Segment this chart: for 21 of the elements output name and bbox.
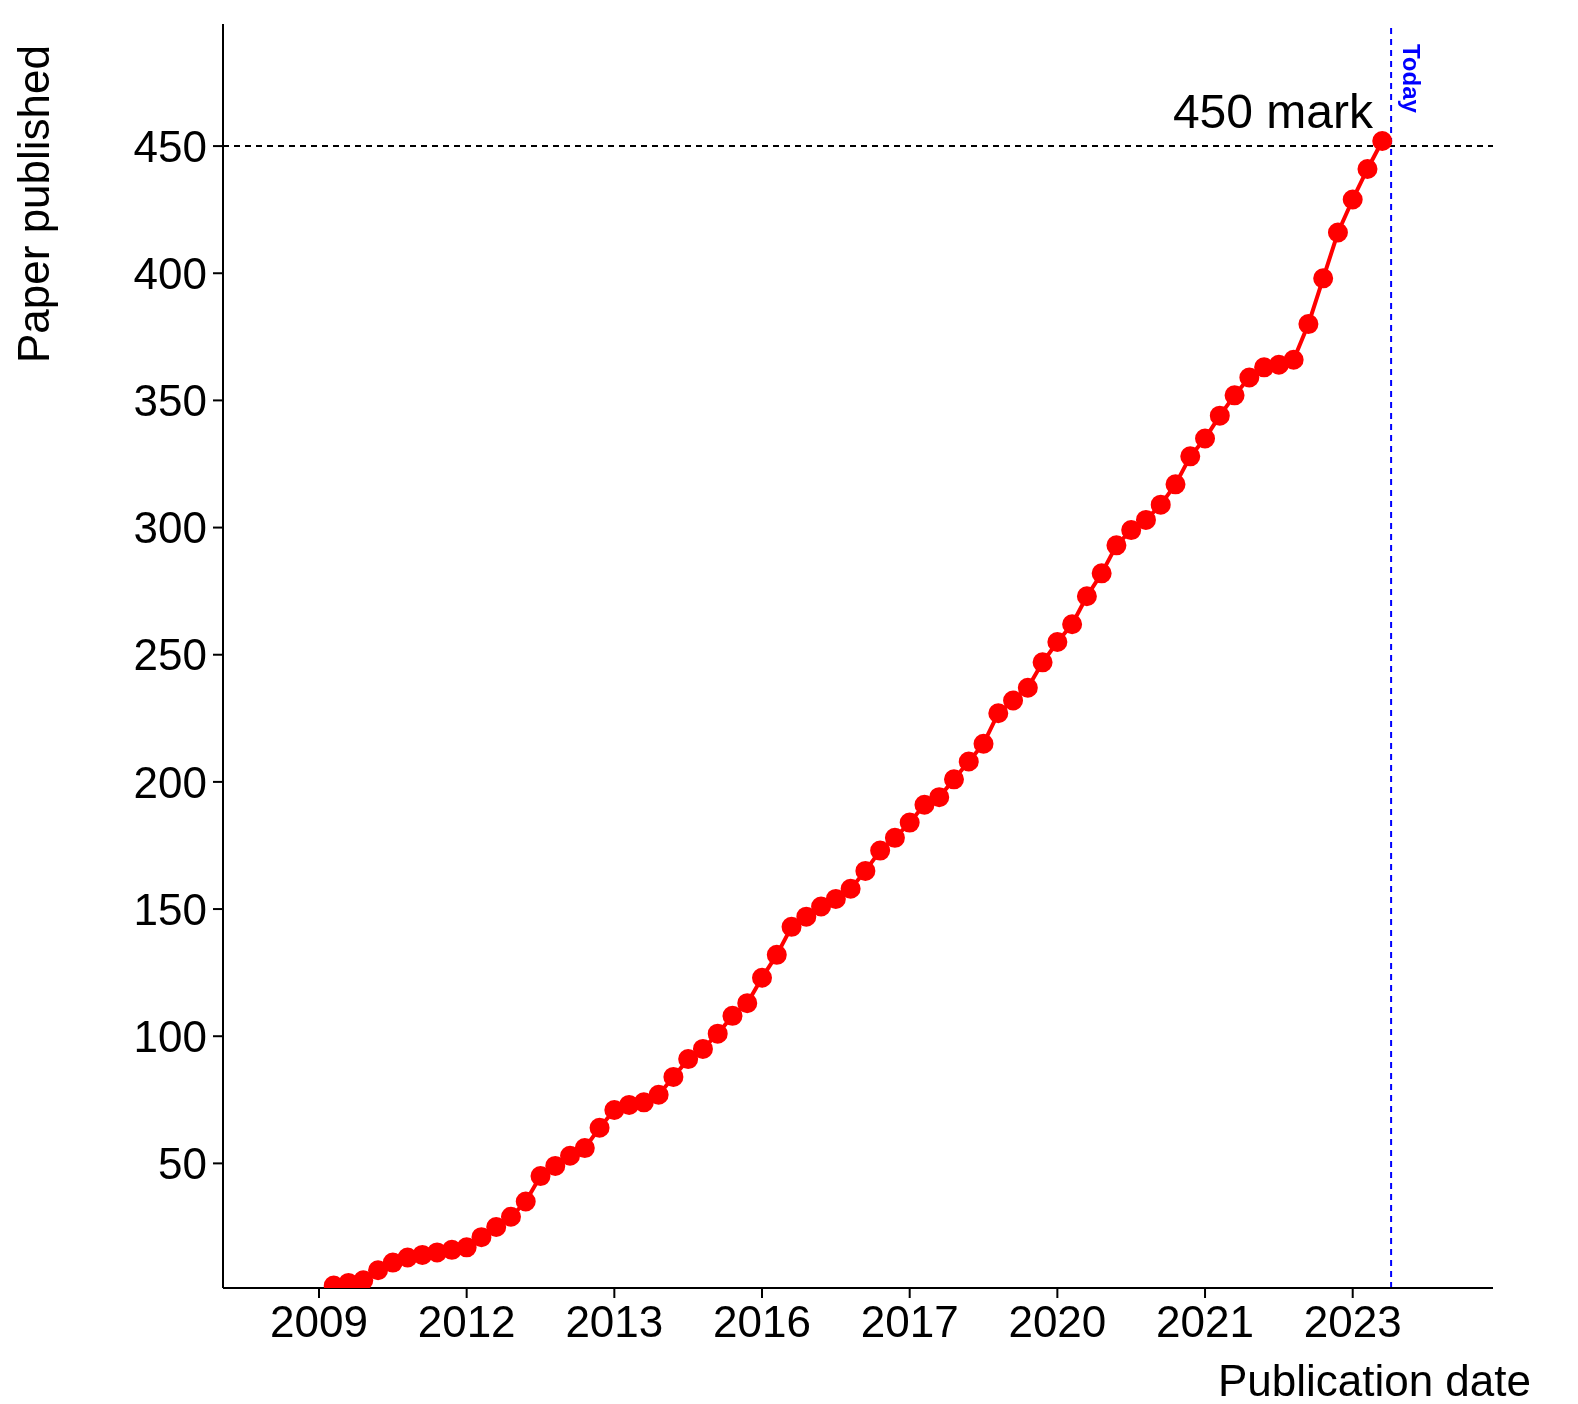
x-tick-label: 2023: [1303, 1297, 1402, 1347]
x-tick-label: 2009: [270, 1297, 368, 1347]
x-tick-label: 2021: [1156, 1297, 1254, 1347]
y-tick-label: 50: [158, 1139, 207, 1188]
y-tick-label: 100: [133, 1011, 207, 1061]
y-axis-title: Paper published: [9, 44, 59, 364]
y-tick-label: 200: [133, 757, 207, 807]
x-tick-label: 2013: [565, 1297, 664, 1347]
y-tick-label: 250: [133, 630, 207, 680]
x-tick-label: 2020: [1008, 1297, 1107, 1347]
x-tick-label: 2017: [860, 1297, 959, 1347]
x-tick-label: 2012: [417, 1297, 516, 1347]
y-tick-label: 450: [133, 121, 207, 171]
y-tick-label: 150: [133, 884, 207, 934]
annotation: Today: [1398, 44, 1426, 114]
x-axis-title: Publication date: [1217, 1356, 1531, 1404]
y-tick-label: 300: [133, 503, 207, 553]
y-tick-label: 350: [133, 376, 207, 426]
ref-line-label: 450 mark: [1172, 85, 1374, 139]
x-tick-label: 2016: [713, 1297, 811, 1347]
y-tick-label: 400: [133, 248, 207, 298]
